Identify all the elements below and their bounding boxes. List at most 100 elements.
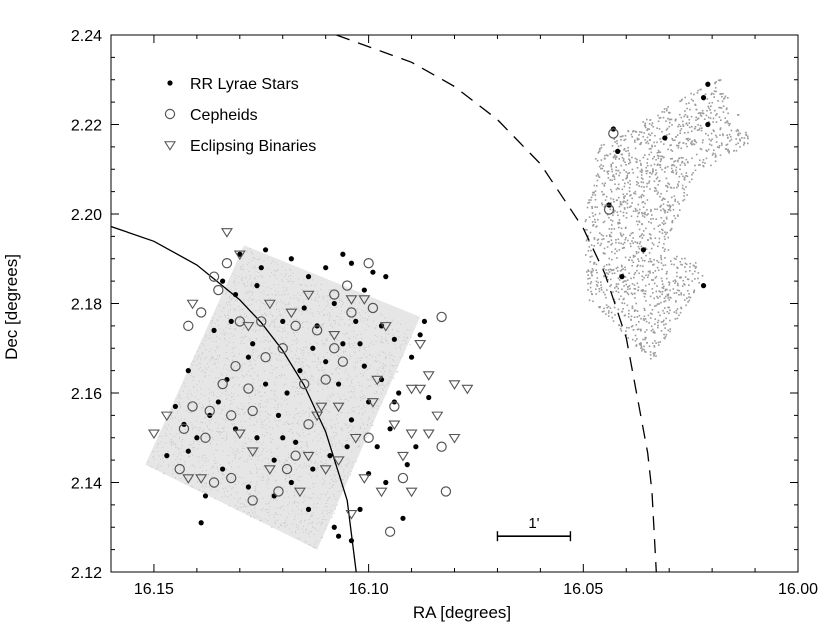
- data-point: [414, 339, 427, 350]
- field-dot: [320, 289, 322, 290]
- field-dot: [339, 298, 341, 300]
- field-dot: [603, 247, 606, 250]
- field-dot: [240, 420, 242, 422]
- field-dot: [213, 395, 215, 397]
- field-dot: [331, 393, 333, 395]
- field-dot: [179, 436, 181, 438]
- field-dot: [324, 363, 326, 365]
- field-dot: [317, 369, 319, 371]
- field-dot: [645, 320, 648, 323]
- field-dot: [381, 383, 383, 385]
- field-dot: [191, 363, 193, 365]
- field-dot: [284, 467, 286, 469]
- field-dot: [624, 266, 626, 269]
- field-dot: [379, 381, 381, 383]
- field-dot: [202, 470, 204, 472]
- field-dot: [655, 342, 657, 344]
- field-dot: [273, 269, 275, 271]
- field-dot: [222, 330, 224, 332]
- field-dot: [272, 260, 274, 262]
- field-dot: [638, 328, 640, 331]
- field-dot: [385, 393, 387, 395]
- field-dot: [675, 300, 677, 302]
- field-dot: [360, 399, 362, 401]
- field-dot: [238, 282, 239, 284]
- field-dot: [280, 314, 282, 316]
- field-dot: [241, 266, 243, 268]
- field-dot: [659, 151, 661, 154]
- data-point: [662, 135, 668, 141]
- field-dot: [256, 422, 258, 423]
- field-dot: [331, 344, 333, 346]
- field-dot: [679, 261, 682, 263]
- field-dot: [281, 414, 283, 415]
- field-dot: [634, 139, 636, 142]
- field-dot: [685, 186, 687, 188]
- field-dot: [737, 142, 739, 145]
- field-dot: [300, 294, 301, 296]
- field-dot: [315, 450, 317, 452]
- field-dot: [689, 266, 691, 268]
- field-dot: [318, 370, 320, 372]
- field-dot: [698, 282, 700, 284]
- field-dot: [620, 144, 622, 147]
- legend-label: Cepheids: [190, 107, 258, 124]
- field-dot: [317, 358, 319, 360]
- field-dot: [295, 484, 297, 486]
- field-dot: [655, 275, 658, 278]
- field-dot: [715, 121, 718, 123]
- field-dot: [673, 263, 675, 266]
- field-dot: [197, 448, 199, 450]
- field-dot: [652, 243, 655, 246]
- field-dot: [173, 453, 174, 455]
- field-dot: [653, 227, 656, 230]
- field-dot: [313, 546, 315, 548]
- field-dot: [293, 333, 295, 334]
- field-dot: [225, 468, 227, 470]
- data-point: [461, 384, 474, 395]
- field-dot: [215, 457, 217, 459]
- field-dot: [605, 313, 607, 315]
- field-dot: [651, 242, 654, 244]
- field-dot: [681, 257, 683, 260]
- field-dot: [176, 447, 178, 449]
- field-dot: [233, 497, 235, 499]
- field-dot: [285, 378, 287, 379]
- field-dot: [640, 181, 643, 183]
- data-point: [426, 394, 432, 401]
- field-dot: [625, 150, 627, 152]
- field-dot: [610, 311, 613, 314]
- data-point: [263, 465, 276, 475]
- field-dot: [646, 140, 649, 143]
- field-dot: [602, 221, 605, 224]
- field-dot: [165, 442, 167, 444]
- field-dot: [644, 213, 646, 216]
- field-dot: [252, 352, 254, 354]
- field-dot: [329, 359, 331, 361]
- field-dot: [681, 161, 683, 164]
- field-dot: [326, 500, 328, 502]
- field-dot: [276, 448, 278, 449]
- field-dot: [294, 459, 296, 460]
- field-dot: [383, 323, 385, 325]
- field-dot: [710, 93, 713, 96]
- field-dot: [331, 440, 333, 442]
- field-dot: [364, 312, 366, 314]
- field-dot: [719, 93, 721, 95]
- field-dot: [206, 425, 208, 427]
- field-dot: [607, 154, 609, 157]
- field-dot: [654, 332, 656, 334]
- field-dot: [632, 172, 635, 174]
- field-dot: [179, 470, 181, 471]
- field-dot: [202, 459, 204, 461]
- field-dot: [654, 270, 657, 272]
- field-dot: [684, 266, 686, 268]
- field-dot: [327, 498, 329, 500]
- field-dot: [644, 293, 647, 295]
- field-dot: [650, 208, 652, 211]
- field-dot: [249, 360, 251, 362]
- field-dot: [313, 527, 314, 528]
- field-dot: [627, 286, 629, 288]
- field-dot: [298, 310, 300, 312]
- field-dot: [681, 160, 684, 163]
